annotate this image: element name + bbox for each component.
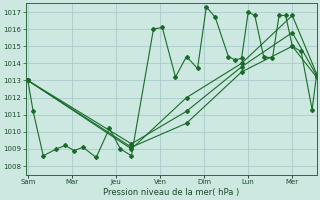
X-axis label: Pression niveau de la mer( hPa ): Pression niveau de la mer( hPa ) <box>103 188 239 197</box>
